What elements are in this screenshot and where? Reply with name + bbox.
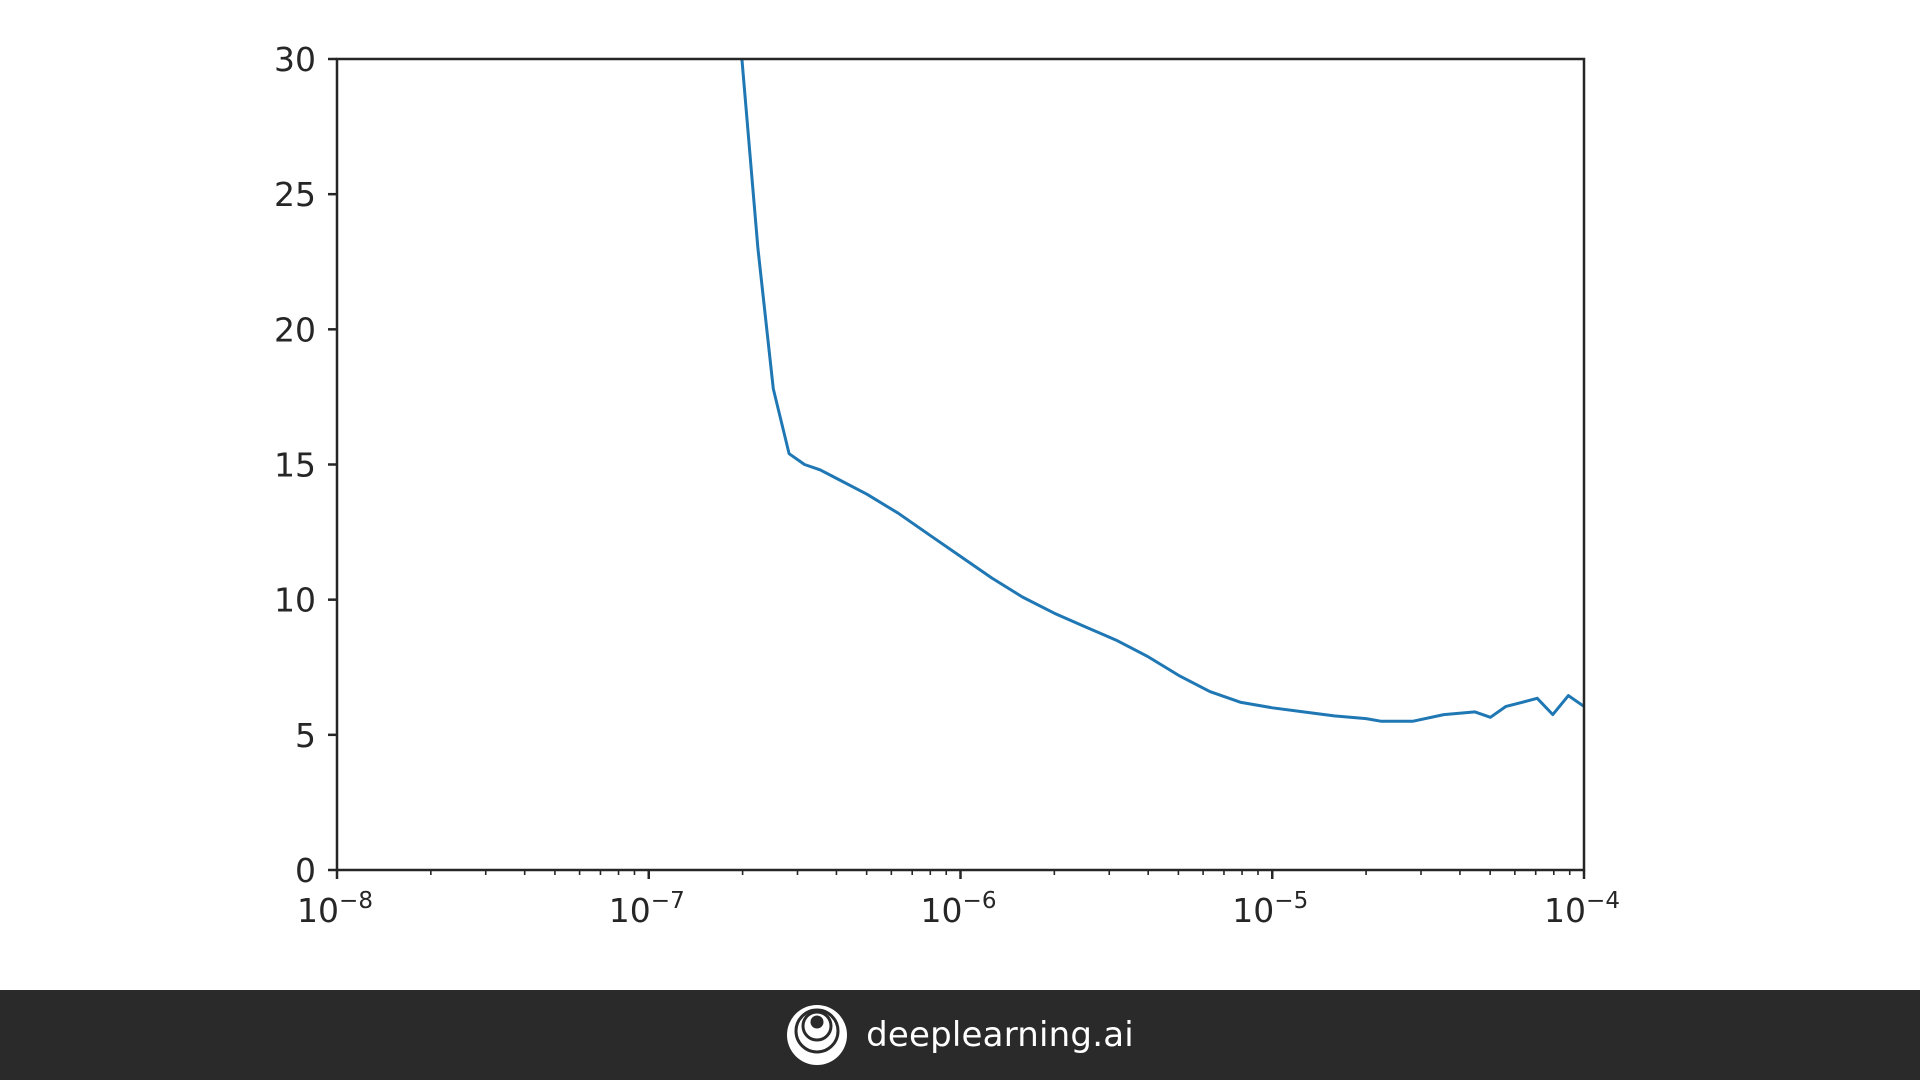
y-tick-label: 20 (274, 310, 316, 349)
x-tick-label: 10−4 (1544, 888, 1620, 930)
y-tick-label: 30 (274, 40, 316, 79)
y-tick-label: 10 (274, 581, 316, 620)
chart: 0 5 10 15 20 25 30 10−8 10−7 10−6 10−5 10−4 (274, 40, 1620, 930)
series-line-0 (740, 59, 1584, 723)
footer-bar: deeplearning.ai (0, 990, 1920, 1080)
x-tick-label: 10−8 (297, 888, 373, 930)
plot-layer: 0 5 10 15 20 25 30 10−8 10−7 10−6 10−5 10−4 (274, 40, 1620, 930)
y-tick-label: 0 (295, 851, 316, 890)
y-tick-label: 5 (295, 716, 316, 755)
x-tick-label: 10−6 (921, 888, 997, 930)
deeplearning-logo-icon (787, 1005, 848, 1065)
y-tick-label: 15 (274, 446, 316, 485)
brand: deeplearning.ai (786, 1004, 1134, 1066)
y-tick-label: 25 (274, 175, 316, 214)
plot-frame (335, 57, 1586, 872)
x-tick-label: 10−5 (1232, 888, 1308, 930)
x-tick-label: 10−7 (609, 888, 685, 930)
brand-text: deeplearning.ai (866, 1015, 1134, 1055)
